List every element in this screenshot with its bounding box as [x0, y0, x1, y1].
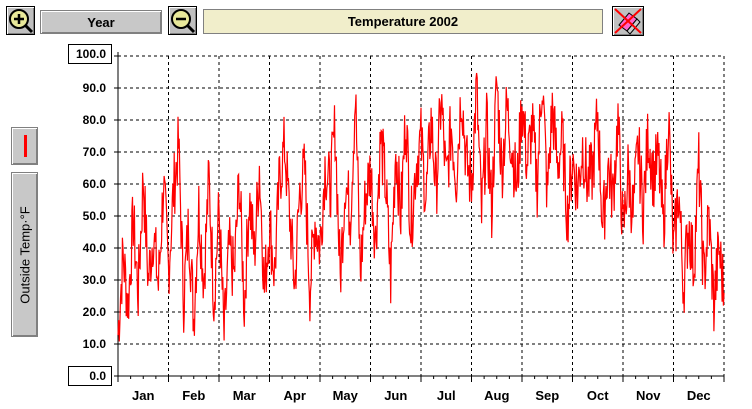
zoom-in-icon	[9, 9, 34, 34]
y-min-input[interactable]: 0.0	[68, 366, 112, 386]
y-min-value: 0.0	[89, 369, 106, 383]
zoom-out-button[interactable]	[168, 6, 197, 35]
month-label: Dec	[687, 388, 711, 403]
period-button[interactable]: Year	[40, 10, 162, 34]
month-label: Jun	[384, 388, 407, 403]
eraser-icon	[614, 8, 642, 35]
zoom-in-button[interactable]	[6, 6, 35, 35]
month-label: Mar	[233, 388, 256, 403]
y-tick-label: 30.0	[83, 273, 107, 287]
month-label: Sep	[535, 388, 559, 403]
month-label: Feb	[182, 388, 205, 403]
month-label: Jan	[132, 388, 154, 403]
month-label: Oct	[587, 388, 609, 403]
y-max-value: 100.0	[75, 47, 106, 61]
month-label: Jul	[437, 388, 456, 403]
y-axis-label-button[interactable]: Outside Temp·°F	[11, 172, 38, 337]
eraser-button[interactable]	[612, 6, 644, 36]
month-label: Apr	[284, 388, 306, 403]
period-label: Year	[87, 14, 115, 30]
series-line	[117, 72, 725, 342]
y-tick-label: 10.0	[83, 337, 107, 351]
chart-title: Temperature 2002	[347, 14, 459, 29]
y-tick-label: 50.0	[83, 209, 107, 223]
month-label: Aug	[484, 388, 509, 403]
y-tick-label: 80.0	[83, 113, 107, 127]
series-color-button[interactable]	[11, 127, 38, 165]
y-tick-label: 60.0	[83, 177, 107, 191]
y-tick-label: 20.0	[83, 305, 107, 319]
y-tick-label: 90.0	[83, 81, 107, 95]
y-max-input[interactable]: 100.0	[68, 44, 112, 64]
y-tick-label: 40.0	[83, 241, 107, 255]
y-tick-label: 70.0	[83, 145, 107, 159]
series-color-swatch	[24, 135, 27, 157]
month-label: May	[333, 388, 359, 403]
month-label: Nov	[636, 388, 661, 403]
zoom-out-icon	[171, 9, 196, 34]
chart-title-box: Temperature 2002	[203, 9, 603, 34]
